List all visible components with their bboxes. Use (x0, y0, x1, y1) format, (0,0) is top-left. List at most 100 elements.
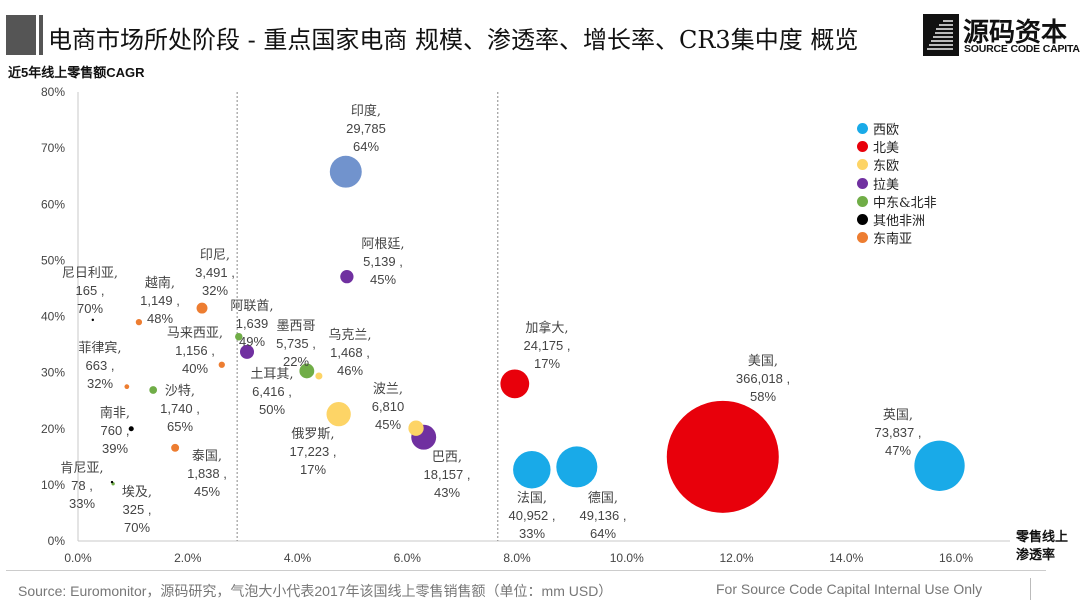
data-label-line: 菲律宾, (78, 340, 121, 356)
legend-label: 东欧 (873, 159, 900, 175)
data-label-line: 17,223 , (290, 444, 337, 459)
data-label-line: 南非, (100, 405, 130, 421)
bubble-21 (513, 450, 551, 489)
bubble-3 (196, 302, 208, 314)
bubble-13 (326, 402, 351, 427)
bubble-12 (299, 363, 315, 379)
data-label-line: 70% (77, 301, 103, 316)
data-label-line: 47% (885, 443, 911, 458)
data-label-line: 366,018 , (736, 371, 790, 386)
bubble-14 (408, 420, 424, 436)
data-label-line: 32% (87, 376, 113, 391)
data-label-line: 1,156 , (175, 343, 215, 358)
data-label-line: 58% (750, 389, 776, 404)
data-label-line: 德国, (588, 491, 618, 506)
y-tick-label: 60% (41, 197, 65, 211)
data-label: 阿根廷, 5,139 , 45% (361, 237, 404, 287)
legend-swatch (857, 195, 868, 207)
logo-text-en: SOURCE CODE CAPITAL (964, 43, 1080, 55)
internal-use-note: For Source Code Capital Internal Use Onl… (716, 581, 983, 597)
data-label: 德国, 49,136 , 64% (580, 491, 627, 541)
legend: 西欧 北美 东欧 拉美 中东&北非 其他非洲 东南亚 (857, 119, 937, 247)
data-label-line: 1,149 , (140, 293, 180, 308)
data-label-line: 32% (202, 283, 228, 298)
data-label-line: 39% (102, 441, 128, 456)
data-label-line: 65% (167, 419, 193, 434)
data-label-line: 33% (69, 496, 95, 511)
data-label: 沙特, 1,740 , 65% (160, 384, 200, 434)
y-tick-label: 40% (41, 310, 65, 324)
data-label-line: 70% (124, 520, 150, 535)
data-label-line: 64% (590, 526, 616, 541)
data-label-line: 1,838 , (187, 466, 227, 481)
title-accent-block (6, 15, 36, 55)
data-label-line: 埃及, (122, 485, 152, 500)
legend-label: 西欧 (873, 122, 900, 138)
data-label-line: 5,139 , (363, 254, 403, 269)
data-label-line: 1,468 , (330, 345, 370, 360)
data-label-line: 马来西亚, (167, 326, 223, 341)
data-label: 巴西, 18,157 , 43% (424, 450, 471, 500)
data-label-line: 巴西, (432, 450, 462, 465)
bubble-8 (315, 372, 323, 380)
data-label: 美国, 366,018 , 58% (736, 354, 790, 404)
data-label: 埃及, 325 , 70% (122, 485, 152, 535)
y-axis-label: 近5年线上零售额CAGR (8, 65, 145, 80)
data-label-line: 尼日利亚, (62, 266, 118, 281)
data-label-line: 49% (239, 334, 265, 349)
data-label-line: 18,157 , (424, 467, 471, 482)
bubble-10 (124, 384, 130, 390)
data-label: 墨西哥 5,735 , 22% (276, 319, 316, 369)
data-label-line: 663 , (86, 358, 115, 373)
legend-swatch (857, 159, 868, 171)
data-label: 印尼, 3,491 , 32% (195, 248, 235, 298)
x-tick-label: 2.0% (174, 551, 202, 565)
footer-divider (6, 570, 1046, 571)
y-tick-label: 10% (41, 478, 65, 492)
bubble-17 (171, 443, 180, 452)
data-label-line: 49,136 , (580, 508, 627, 523)
bubble-18 (110, 480, 114, 484)
x-tick-label: 12.0% (719, 551, 753, 565)
logo-mark-icon (923, 14, 959, 56)
data-label-line: 73,837 , (875, 425, 922, 440)
x-tick-label: 0.0% (64, 551, 92, 565)
bubble-6 (235, 332, 243, 341)
legend-label: 拉美 (873, 177, 900, 193)
data-label-line: 17% (300, 462, 326, 477)
data-label: 越南, 1,149 , 48% (140, 275, 180, 326)
y-tick-label: 0% (48, 534, 66, 548)
x-axis-label: 零售线上渗透率 (1016, 529, 1069, 562)
bubble-9 (218, 361, 225, 368)
data-label-line: 加拿大, (525, 320, 568, 336)
footer-separator (1030, 578, 1031, 600)
y-tick-label: 80% (41, 85, 65, 99)
data-label-line: 俄罗斯, (291, 427, 334, 442)
legend-swatch (857, 214, 868, 226)
logo: 源码资本 SOURCE CODE CAPITAL (923, 14, 1080, 56)
title-accent-bar (39, 15, 43, 55)
data-label-line: 印度, (351, 103, 381, 119)
y-tick-label: 30% (41, 366, 65, 380)
legend-swatch (857, 122, 868, 134)
bubble-5 (135, 318, 143, 326)
data-label-line: 325 , (123, 502, 152, 517)
bubble-22 (556, 446, 598, 488)
bubble-20 (500, 369, 530, 399)
legend-swatch (857, 232, 868, 244)
data-label-line: 64% (353, 139, 379, 154)
data-label-line: 22% (283, 354, 309, 369)
data-label-line: 45% (194, 484, 220, 499)
data-label: 俄罗斯, 17,223 , 17% (290, 427, 337, 477)
data-label-line: 78 , (71, 478, 93, 493)
data-label-line: 3,491 , (195, 265, 235, 280)
data-label-line: 英国, (883, 408, 913, 423)
data-label: 阿联酋, 1,639 49% (230, 298, 273, 349)
data-label-line: 肯尼亚, (60, 461, 103, 476)
data-label-line: 50% (259, 402, 285, 417)
data-label: 尼日利亚, 165 , 70% (62, 266, 118, 316)
bubble-24 (914, 440, 965, 491)
x-tick-label: 4.0% (284, 551, 312, 565)
data-label-line: 33% (519, 526, 545, 541)
data-label-line: 29,785 (346, 121, 386, 136)
